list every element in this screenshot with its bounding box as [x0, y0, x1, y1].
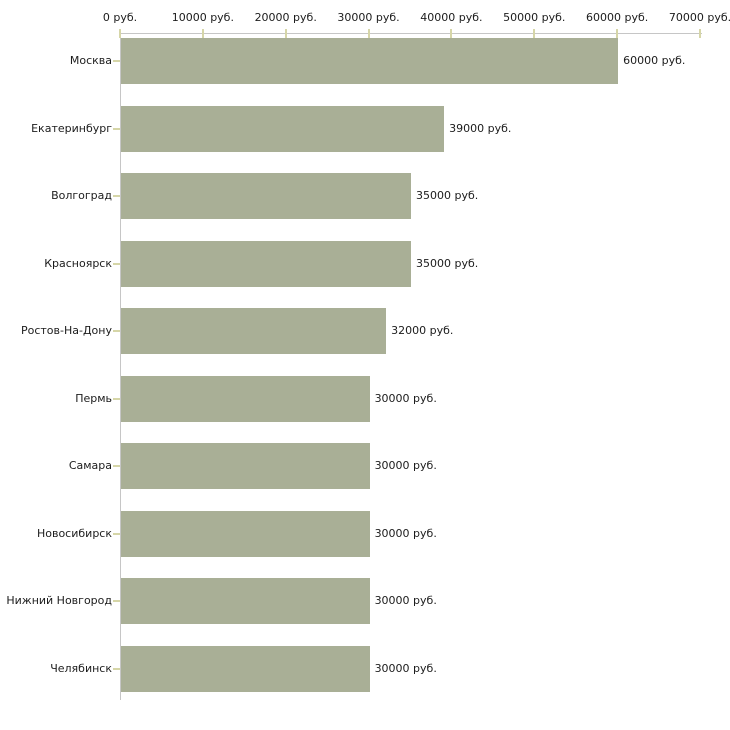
bar-value-label: 32000 руб. — [391, 324, 454, 338]
bar — [121, 38, 619, 84]
bar — [121, 645, 370, 692]
bar-value-label: 35000 руб. — [416, 256, 479, 270]
category-label: Москва — [69, 54, 112, 67]
category-label: Нижний Новгород — [6, 594, 112, 608]
bar-value-label: 30000 руб. — [374, 526, 437, 540]
category-label: Самара — [68, 459, 112, 473]
bar — [121, 510, 370, 557]
bar-value-label: 30000 руб. — [374, 661, 437, 675]
x-axis-tick — [533, 29, 536, 38]
y-axis-tick — [113, 532, 120, 535]
category-label: Волгоград — [51, 189, 112, 203]
x-axis-line — [120, 33, 702, 34]
x-axis-tick-label: 50000 руб. — [503, 11, 566, 24]
x-axis-tick — [699, 29, 701, 38]
x-axis-tick — [367, 29, 370, 38]
y-axis-tick — [113, 330, 120, 333]
bar — [121, 578, 370, 625]
category-label: Красноярск — [44, 256, 112, 270]
x-axis-tick-label: 70000 руб. — [668, 11, 730, 24]
y-axis-tick — [113, 127, 120, 130]
bar — [121, 173, 411, 220]
category-label: Пермь — [75, 391, 112, 405]
x-axis-tick-label: 60000 руб. — [586, 11, 649, 24]
bar — [121, 443, 370, 490]
x-axis-tick — [201, 29, 204, 38]
bar — [121, 105, 445, 152]
y-axis-line — [120, 33, 121, 700]
bar — [121, 240, 411, 287]
bar-value-label: 30000 руб. — [374, 459, 437, 473]
x-axis-tick-label: 0 руб. — [102, 11, 138, 24]
x-axis-tick-label: 40000 руб. — [420, 11, 483, 24]
bar-value-label: 60000 руб. — [623, 54, 686, 67]
y-axis-tick — [113, 262, 120, 265]
y-axis-tick — [113, 397, 120, 400]
bar-value-label: 35000 руб. — [416, 189, 479, 203]
x-axis-tick — [284, 29, 287, 38]
y-axis-tick — [113, 60, 120, 62]
category-label: Новосибирск — [36, 526, 112, 540]
y-axis-tick — [113, 667, 120, 670]
x-axis-tick-label: 10000 руб. — [171, 11, 234, 24]
y-axis-tick — [113, 195, 120, 198]
x-axis-tick — [450, 29, 453, 38]
bar — [121, 375, 370, 422]
x-axis-tick — [616, 29, 619, 38]
category-label: Челябинск — [50, 661, 112, 675]
x-axis-tick-label: 20000 руб. — [254, 11, 317, 24]
bar-value-label: 30000 руб. — [374, 594, 437, 608]
y-axis-tick — [113, 465, 120, 468]
x-axis-tick-label: 30000 руб. — [337, 11, 400, 24]
bar-value-label: 39000 руб. — [449, 121, 512, 135]
category-label: Ростов-На-Дону — [20, 324, 112, 338]
category-label: Екатеринбург — [31, 121, 112, 135]
y-axis-tick — [113, 600, 120, 603]
x-axis-tick — [119, 29, 121, 38]
bar-value-label: 30000 руб. — [374, 391, 437, 405]
bar — [121, 308, 387, 355]
